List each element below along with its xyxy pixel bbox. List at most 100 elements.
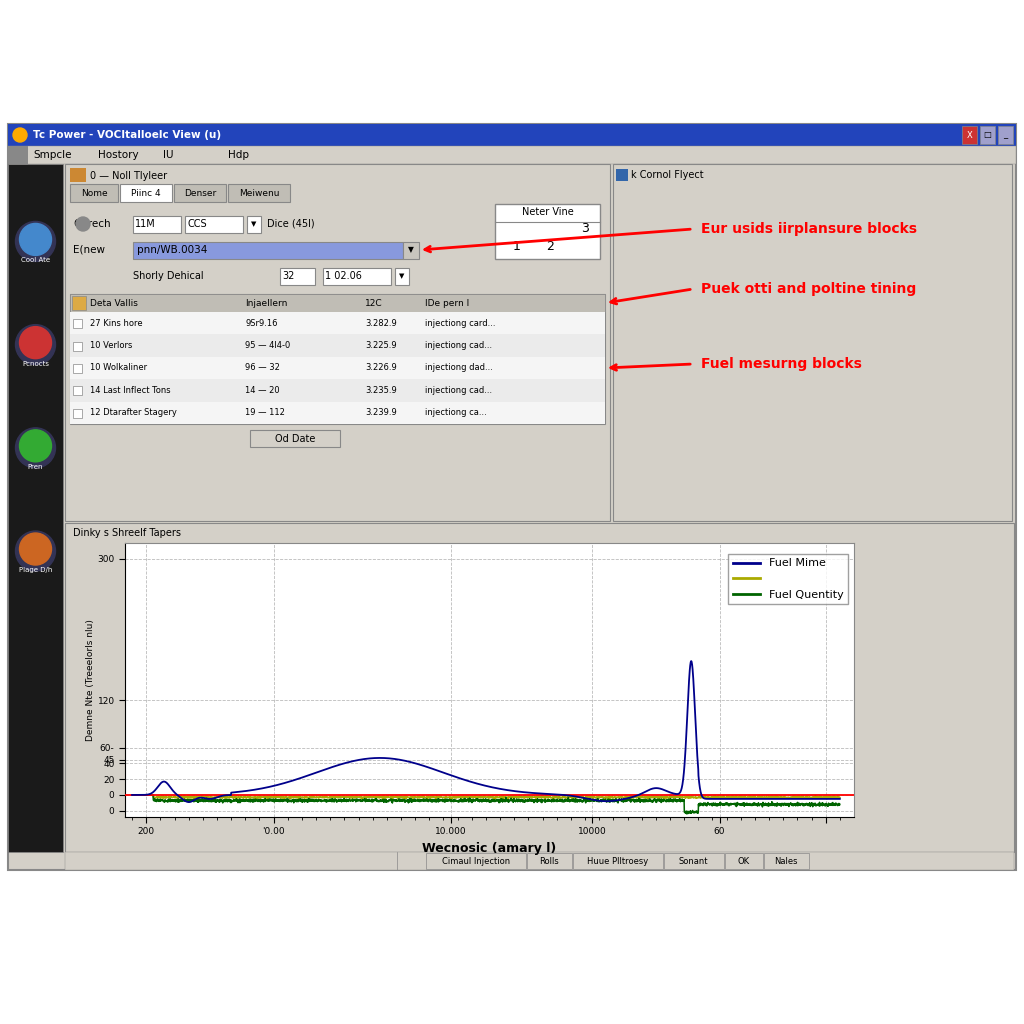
Text: Deta Vallis: Deta Vallis xyxy=(90,299,138,307)
Text: 0 — Noll Tlyleer: 0 — Noll Tlyleer xyxy=(90,171,167,181)
X-axis label: Wecnosic (amary l): Wecnosic (amary l) xyxy=(422,842,557,855)
Bar xyxy=(73,319,82,329)
Text: 95 — 4l4-0: 95 — 4l4-0 xyxy=(245,341,290,350)
Circle shape xyxy=(76,217,90,231)
Text: Shorly Dehical: Shorly Dehical xyxy=(133,271,204,281)
Text: OK: OK xyxy=(737,856,750,865)
Bar xyxy=(72,296,86,310)
Fuel Mime xyxy=(182,796,195,808)
Fuel Mime xyxy=(834,793,846,805)
Text: 3.226.9: 3.226.9 xyxy=(365,364,396,373)
Circle shape xyxy=(15,221,55,261)
Bar xyxy=(73,342,82,350)
Fuel Mime xyxy=(820,793,833,805)
Bar xyxy=(247,216,261,233)
Fuel Quentity xyxy=(681,808,693,820)
Bar xyxy=(8,124,1016,870)
Fuel Quentity xyxy=(249,796,261,808)
Text: 3.282.9: 3.282.9 xyxy=(365,318,396,328)
Text: Gurech: Gurech xyxy=(73,219,111,229)
Bar xyxy=(73,364,82,373)
Bar xyxy=(980,126,995,144)
Circle shape xyxy=(15,428,55,468)
Text: Pren: Pren xyxy=(28,464,43,470)
Text: _: _ xyxy=(1004,130,1008,139)
Text: 11M: 11M xyxy=(135,219,156,229)
Bar xyxy=(120,184,172,202)
Circle shape xyxy=(19,223,51,255)
Text: Od Date: Od Date xyxy=(274,434,315,444)
Bar xyxy=(70,312,605,335)
Fuel Mime xyxy=(685,655,697,668)
Y-axis label: Demne Nte (Treeelorls nlu): Demne Nte (Treeelorls nlu) xyxy=(86,620,94,741)
Text: 10 Verlors: 10 Verlors xyxy=(90,341,132,350)
Text: Fuel mesurng blocks: Fuel mesurng blocks xyxy=(701,357,862,371)
Text: 3.239.9: 3.239.9 xyxy=(365,409,396,418)
Text: X: X xyxy=(967,130,973,139)
Text: 1: 1 xyxy=(513,241,521,254)
Text: Tc Power - VOCItalloelc View (u): Tc Power - VOCItalloelc View (u) xyxy=(33,130,221,140)
Bar xyxy=(572,853,663,869)
Bar xyxy=(70,294,605,312)
Bar xyxy=(174,184,226,202)
Text: Pcnocts: Pcnocts xyxy=(22,360,49,367)
Legend: Fuel Mime, , Fuel Quentity: Fuel Mime, , Fuel Quentity xyxy=(728,554,849,604)
Text: Hostory: Hostory xyxy=(98,150,138,160)
Text: injectiong cad...: injectiong cad... xyxy=(425,386,493,395)
Bar xyxy=(998,126,1013,144)
Bar xyxy=(280,268,315,285)
Fuel Quentity xyxy=(397,795,410,807)
Bar xyxy=(65,523,1014,852)
Text: Rolls: Rolls xyxy=(540,856,559,865)
Fuel Quentity xyxy=(820,798,833,810)
Text: 3.225.9: 3.225.9 xyxy=(365,341,396,350)
Bar xyxy=(8,146,28,164)
Circle shape xyxy=(15,531,55,571)
Bar xyxy=(65,164,610,521)
Bar xyxy=(613,164,1012,521)
Text: ▼: ▼ xyxy=(408,246,414,255)
Text: 96 — 32: 96 — 32 xyxy=(245,364,280,373)
Bar xyxy=(725,853,763,869)
Text: ▼: ▼ xyxy=(251,221,257,227)
Text: 1 02.06: 1 02.06 xyxy=(325,271,361,281)
Text: IU: IU xyxy=(163,150,173,160)
Text: Neter Vine: Neter Vine xyxy=(521,207,573,217)
Bar xyxy=(495,204,600,259)
Fuel Mime xyxy=(126,788,138,801)
Bar xyxy=(70,294,605,424)
Bar xyxy=(70,168,86,182)
Text: injectiong card...: injectiong card... xyxy=(425,318,496,328)
Circle shape xyxy=(19,430,51,462)
Text: 32: 32 xyxy=(282,271,294,281)
Text: 19 — 112: 19 — 112 xyxy=(245,409,285,418)
Circle shape xyxy=(15,325,55,365)
Text: Plage D/h: Plage D/h xyxy=(18,567,52,573)
Text: Dice (45l): Dice (45l) xyxy=(267,219,314,229)
Text: Sonant: Sonant xyxy=(679,856,709,865)
Text: pnn/WB.0034: pnn/WB.0034 xyxy=(137,245,208,255)
Fuel Mime xyxy=(207,793,219,805)
Text: □: □ xyxy=(984,130,991,139)
Fuel Quentity xyxy=(428,794,440,806)
Bar xyxy=(70,184,118,202)
Text: Huue Plltroesy: Huue Plltroesy xyxy=(587,856,648,865)
Bar xyxy=(228,184,290,202)
Fuel Quentity xyxy=(126,788,138,801)
Bar xyxy=(526,853,571,869)
Line: Fuel Mime: Fuel Mime xyxy=(132,662,840,802)
Text: E(new: E(new xyxy=(73,245,105,255)
Text: 3.235.9: 3.235.9 xyxy=(365,386,396,395)
Bar xyxy=(395,268,409,285)
Fuel Quentity xyxy=(207,796,219,808)
Text: Cimaul Injection: Cimaul Injection xyxy=(441,856,510,865)
Bar xyxy=(962,126,977,144)
Text: 9Sr9.16: 9Sr9.16 xyxy=(245,318,278,328)
Bar xyxy=(133,242,403,259)
Text: Nales: Nales xyxy=(774,856,798,865)
Text: 14 Last Inflect Tons: 14 Last Inflect Tons xyxy=(90,386,171,395)
Text: Nome: Nome xyxy=(81,188,108,198)
Text: 10 Wolkaliner: 10 Wolkaliner xyxy=(90,364,147,373)
Bar xyxy=(616,169,628,181)
Fuel Quentity xyxy=(834,798,846,810)
